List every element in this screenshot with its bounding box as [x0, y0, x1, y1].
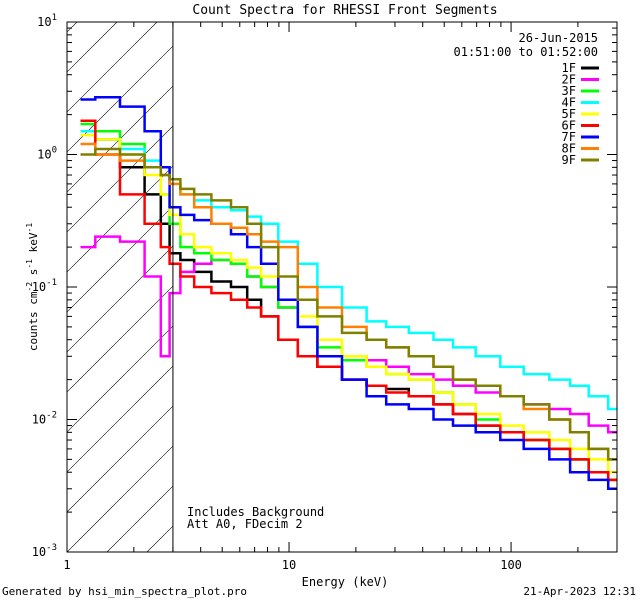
y-tick-label: 10-3 [32, 543, 57, 559]
y-label-part: counts cm [27, 291, 40, 351]
y-tick-label: 101 [37, 13, 57, 29]
hatch-line [67, 205, 173, 313]
y-tick-label: 10-2 [32, 411, 57, 427]
chart-title: Count Spectra for RHESSI Front Segments [192, 3, 497, 18]
annotation-background: Includes Background [187, 505, 324, 519]
legend-label: 9F [562, 153, 576, 167]
x-tick-label: 1 [63, 558, 70, 572]
annotation-attenuator: Att A0, FDecim 2 [187, 517, 303, 531]
y-label-part: s [27, 269, 40, 282]
y-axis: 10-3 10-2 10-1 100 101 [32, 13, 617, 559]
hatch-line [67, 245, 173, 353]
hatch-line [67, 285, 173, 393]
timestamp-footer: 21-Apr-2023 12:31 [523, 585, 636, 598]
hatch-line [67, 45, 173, 153]
x-axis: 1 10 100 [63, 22, 618, 572]
hatch-line [106, 485, 173, 552]
y-tick-label: 100 [37, 146, 57, 162]
series-line-6F [80, 119, 617, 482]
y-axis-label: counts cm-2 s-1 keV-1 [25, 223, 40, 351]
hatch-line [67, 365, 173, 473]
legend-label: 5F [562, 107, 576, 121]
hatch-line [67, 445, 173, 552]
hatch-line [67, 405, 173, 513]
legend-label: 7F [562, 130, 576, 144]
legend-label: 3F [562, 84, 576, 98]
x-tick-label: 10 [282, 558, 296, 572]
legend-label: 2F [562, 73, 576, 87]
date-label: 26-Jun-2015 [519, 31, 598, 45]
y-tick-label: 10-1 [32, 278, 57, 294]
y-label-exp: -1 [25, 223, 34, 233]
y-label-exp: -1 [25, 259, 34, 269]
x-tick-label: 100 [500, 558, 522, 572]
series-line-9F [80, 147, 617, 461]
generated-by-footer: Generated by hsi_min_spectra_plot.pro [2, 585, 247, 598]
series-line-2F [80, 235, 617, 434]
x-axis-label: Energy (keV) [302, 575, 389, 589]
legend-label: 6F [562, 119, 576, 133]
y-label-exp: -2 [25, 282, 34, 292]
time-range-label: 01:51:00 to 01:52:00 [454, 45, 599, 59]
legend-label: 4F [562, 96, 576, 110]
hatch-line [67, 22, 158, 113]
legend-label: 1F [562, 61, 576, 75]
hatch-line [67, 22, 118, 73]
y-label-part: keV [27, 232, 40, 259]
hatch-line [67, 85, 173, 193]
legend-label: 8F [562, 142, 576, 156]
hatched-region [67, 22, 173, 552]
series-layer [80, 96, 617, 491]
